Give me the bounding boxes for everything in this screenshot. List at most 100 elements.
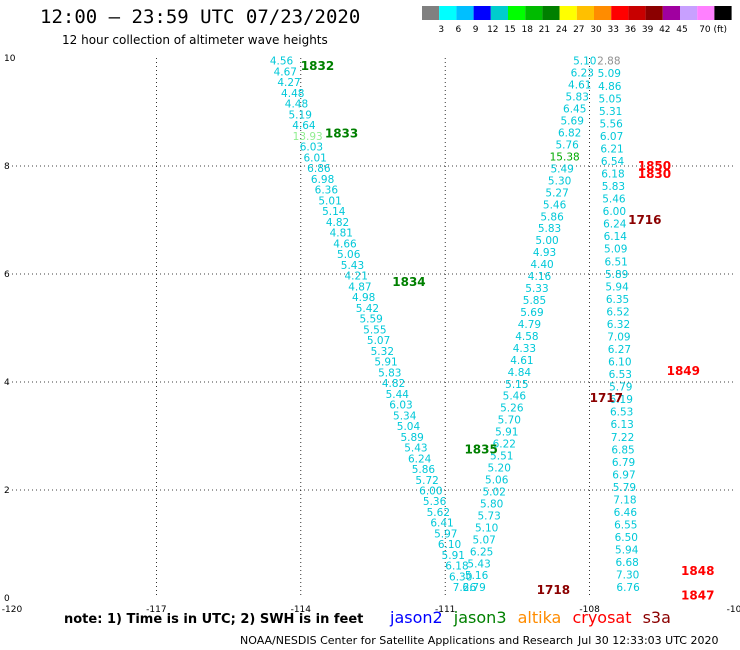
wave-height-value: 6.82 [558, 127, 581, 139]
pass-label: 1848 [681, 564, 714, 578]
wave-height-value: 5.30 [548, 175, 571, 187]
wave-height-value: 5.76 [555, 139, 579, 151]
colorbar-swatch [662, 6, 680, 20]
wave-height-value: 6.13 [610, 419, 633, 431]
wave-height-value: 5.80 [480, 498, 503, 510]
wave-height-value: 6.98 [311, 174, 334, 186]
wave-height-value: 6.03 [300, 142, 323, 154]
wave-height-value: 6.36 [315, 185, 339, 197]
wave-height-value: 5.14 [322, 206, 346, 218]
pass-label: 1718 [537, 583, 570, 597]
wave-height-value: 5.51 [490, 451, 513, 463]
wave-height-value: 4.16 [528, 271, 552, 283]
colorbar-swatch [473, 6, 491, 20]
pass-label: 1717 [590, 391, 623, 405]
wave-height-value: 5.83 [602, 181, 625, 193]
colorbar-swatch [714, 6, 732, 20]
wave-height-value: 6.79 [462, 582, 485, 594]
wave-height-value: 4.79 [518, 319, 541, 331]
wave-height-value: 5.86 [540, 211, 564, 223]
wave-height-value: 4.40 [530, 259, 553, 271]
plot-note: note: 1) Time is in UTC; 2) SWH is in fe… [64, 612, 364, 627]
colorbar-label: 3 [438, 25, 444, 35]
wave-height-value: 15.38 [550, 151, 580, 163]
x-tick-label: -120 [2, 605, 23, 615]
wave-height-value: 4.81 [330, 228, 353, 240]
colorbar-swatch [490, 6, 508, 20]
wave-height-value: 5.62 [427, 507, 450, 519]
wave-height-value: 5.15 [505, 379, 528, 391]
wave-height-value: 5.79 [609, 382, 632, 394]
wave-height-value: 5.43 [404, 443, 427, 455]
wave-height-value: 6.55 [614, 520, 637, 532]
wave-height-value: 6.23 [571, 68, 594, 80]
wave-height-value: 4.56 [270, 56, 294, 68]
wave-height-value: 6.07 [600, 131, 623, 143]
x-tick-label: -111 [435, 605, 455, 615]
wave-height-value: 4.82 [326, 217, 349, 229]
pass-label: 1849 [667, 364, 700, 378]
wave-height-value: 4.61 [510, 355, 533, 367]
wave-height-value: 4.48 [285, 99, 308, 111]
colorbar-swatch [542, 6, 560, 20]
colorbar-swatch [628, 6, 646, 20]
y-tick-label: 8 [4, 162, 10, 172]
wave-height-value: 5.79 [613, 482, 636, 494]
pass-label: 1830 [638, 167, 671, 181]
colorbar-label: 6 [456, 25, 462, 35]
wave-height-value: 5.49 [550, 163, 573, 175]
wave-height-value: 5.31 [599, 106, 622, 118]
wave-height-value: 4.67 [274, 66, 297, 78]
wave-height-value: 4.84 [508, 367, 532, 379]
colorbar-swatch [525, 6, 543, 20]
wave-height-value: 6.41 [430, 518, 453, 530]
wave-height-value: 6.50 [615, 532, 638, 544]
wave-height-value: 2.88 [597, 56, 620, 68]
wave-height-value: 6.97 [612, 469, 635, 481]
colorbar-swatch [594, 6, 612, 20]
wave-height-value: 5.56 [599, 118, 623, 130]
map-title: 12:00 – 23:59 UTC 07/23/2020 [40, 6, 361, 28]
wave-height-value: 5.94 [615, 545, 639, 557]
wave-height-value: 6.54 [601, 156, 625, 168]
wave-height-value: 4.48 [281, 88, 304, 100]
wave-height-value: 5.00 [535, 235, 558, 247]
colorbar-label: 70 (ft) [699, 25, 727, 35]
wave-height-value: 6.03 [389, 400, 412, 412]
wave-height-value: 6.86 [307, 163, 331, 175]
wave-height-value: 7.30 [616, 570, 639, 582]
wave-height-value: 6.76 [616, 582, 640, 594]
wave-height-value: 5.86 [412, 464, 436, 476]
colorbar-label: 24 [556, 25, 568, 35]
wave-height-value: 5.85 [523, 295, 546, 307]
wave-height-value: 4.21 [345, 271, 368, 283]
wave-height-value: 5.55 [363, 324, 386, 336]
pass-label: 1835 [464, 443, 497, 457]
wave-height-value: 5.59 [359, 314, 382, 326]
colorbar-label: 21 [539, 25, 550, 35]
wave-height-value: 5.73 [477, 510, 500, 522]
wave-height-value: 6.00 [603, 206, 626, 218]
wave-height-value: 5.83 [538, 223, 561, 235]
colorbar-swatch [422, 6, 440, 20]
satellite-legend: jason2 jason3 altika cryosat s3a [390, 608, 677, 627]
wave-height-value: 6.68 [615, 557, 638, 569]
x-tick-label: -108 [579, 605, 600, 615]
legend-jason3: jason3 [453, 608, 507, 627]
wave-height-value: 5.05 [599, 93, 622, 105]
wave-height-value: 5.09 [604, 244, 627, 256]
pass-label: 1833 [325, 127, 358, 141]
pass-label: 1850 [638, 159, 671, 173]
colorbar-swatch [456, 6, 474, 20]
wave-height-value: 6.46 [614, 507, 638, 519]
wave-height-value: 4.93 [533, 247, 556, 259]
wave-height-value: 6.24 [408, 453, 432, 465]
wave-height-value: 6.00 [419, 485, 442, 497]
wave-height-value: 5.91 [442, 550, 465, 562]
wave-height-value: 5.19 [289, 109, 312, 121]
wave-height-value: 5.04 [397, 421, 421, 433]
wave-height-value: 6.18 [445, 561, 468, 573]
wave-height-value: 5.07 [367, 335, 390, 347]
wave-height-value: 6.10 [608, 357, 631, 369]
